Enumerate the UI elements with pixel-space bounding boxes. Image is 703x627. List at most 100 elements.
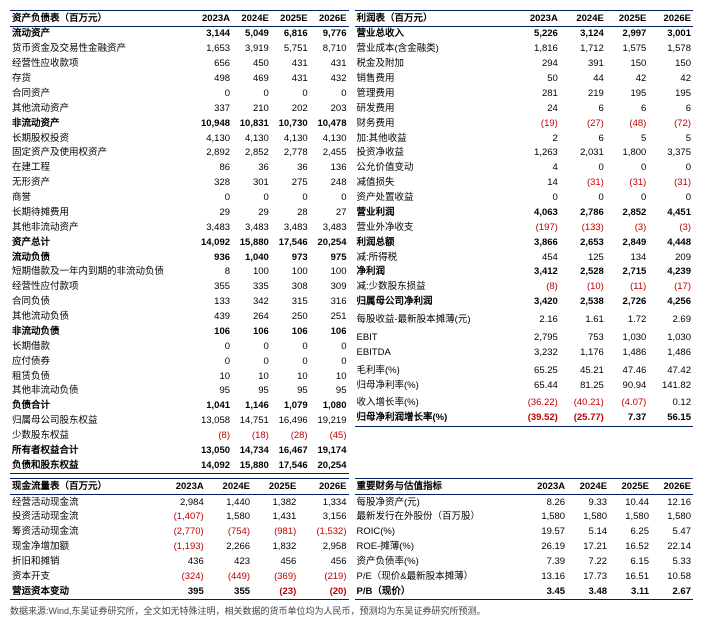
cell-value: 498	[193, 72, 232, 87]
row-label: 少数股东权益	[10, 429, 193, 444]
table-row: 所有者权益合计13,05014,73416,46719,174	[10, 443, 349, 458]
table-row: 租赁负债10101010	[10, 369, 349, 384]
cell-value: 106	[232, 324, 271, 339]
cell-value: 454	[514, 250, 560, 265]
cell-value: 1,030	[648, 330, 693, 345]
table-row: 最新发行在外股份（百万股）1,5801,5801,5801,580	[355, 510, 694, 525]
cell-value: 342	[232, 295, 271, 310]
cell-value: 975	[310, 250, 349, 265]
cell-value: 2,726	[606, 295, 648, 310]
table-row: ROIC(%)19.575.146.255.47	[355, 525, 694, 540]
cell-value: 100	[232, 265, 271, 280]
cell-value: (31)	[648, 176, 693, 191]
table-row: 无形资产328301275248	[10, 176, 349, 191]
col-header-year: 2026E	[298, 479, 348, 495]
row-label: 归属母公司股东权益	[10, 414, 193, 429]
cell-value: 106	[193, 324, 232, 339]
cell-value: 450	[232, 57, 271, 72]
row-label: 营业成本(含金融类)	[355, 42, 514, 57]
cell-value: 15,880	[232, 235, 271, 250]
table-row: 合同资产0000	[10, 86, 349, 101]
table-row: 其他流动负债439264250251	[10, 310, 349, 325]
table-row: 减:所得税454125134209	[355, 250, 694, 265]
row-label: ROIC(%)	[355, 525, 525, 540]
cell-value: 1,816	[514, 42, 560, 57]
cell-value: 395	[156, 584, 206, 599]
row-label: 投资活动现金流	[10, 510, 156, 525]
cell-value: 2,984	[156, 495, 206, 510]
cell-value: 3,124	[560, 26, 606, 41]
row-label: 应付债券	[10, 354, 193, 369]
cell-value: 4,130	[271, 131, 310, 146]
cell-value: 1,832	[252, 540, 298, 555]
table-row: 合同负债133342315316	[10, 295, 349, 310]
cell-value: 6	[648, 101, 693, 116]
row-label: 减值损失	[355, 176, 514, 191]
cell-value: 24	[514, 101, 560, 116]
cell-value: 28	[271, 205, 310, 220]
row-label: 流动负债	[10, 250, 193, 265]
cell-value: 1,486	[648, 345, 693, 360]
row-label: 归母净利润增长率(%)	[355, 411, 514, 426]
row-label: 现金净增加额	[10, 540, 156, 555]
row-label: 固定资产及使用权资产	[10, 146, 193, 161]
cell-value: 14	[514, 176, 560, 191]
table-row: 减值损失14(31)(31)(31)	[355, 176, 694, 191]
table-row: 每股收益-最新股本摊薄(元)2.161.611.722.69	[355, 313, 694, 328]
table-row: 流动资产3,1445,0496,8169,776	[10, 26, 349, 41]
cell-value: 315	[271, 295, 310, 310]
cell-value: 3,144	[193, 26, 232, 41]
row-label: 所有者权益合计	[10, 443, 193, 458]
cell-value: (369)	[252, 569, 298, 584]
cell-value: 6.25	[609, 525, 651, 540]
cell-value: 16,496	[271, 414, 310, 429]
cell-value: 1.61	[560, 313, 606, 328]
cell-value: 3,919	[232, 42, 271, 57]
table-row: 非流动负债106106106106	[10, 324, 349, 339]
row-label: 其他流动资产	[10, 101, 193, 116]
cell-value: 100	[310, 265, 349, 280]
row-label: 短期借款及一年内到期的非流动负债	[10, 265, 193, 280]
cell-value: 3,483	[193, 220, 232, 235]
cell-value: 3,420	[514, 295, 560, 310]
cell-value: 95	[193, 384, 232, 399]
table-row: 货币资金及交易性金融资产1,6533,9195,7518,710	[10, 42, 349, 57]
cell-value: 5,751	[271, 42, 310, 57]
cell-value: 7.39	[524, 555, 567, 570]
cell-value: 20,254	[310, 235, 349, 250]
cell-value: 1,580	[206, 510, 252, 525]
row-label: 非流动负债	[10, 324, 193, 339]
cell-value: (48)	[606, 116, 648, 131]
cell-value: 656	[193, 57, 232, 72]
table-row: 税金及附加294391150150	[355, 57, 694, 72]
cell-value: 1,486	[606, 345, 648, 360]
cell-value: 8.26	[524, 495, 567, 510]
cell-value: 3,866	[514, 235, 560, 250]
cell-value: 47.46	[606, 363, 648, 378]
cell-value: 95	[271, 384, 310, 399]
cell-value: 10,831	[232, 116, 271, 131]
cell-value: 14,092	[193, 458, 232, 473]
cell-value: 0	[606, 191, 648, 206]
table-row: 归母净利率(%)65.4481.2590.94141.82	[355, 378, 694, 393]
row-label: 公允价值变动	[355, 161, 514, 176]
cell-value: 2,852	[606, 205, 648, 220]
table-row: 短期借款及一年内到期的非流动负债8100100100	[10, 265, 349, 280]
cell-value: 0	[606, 161, 648, 176]
table-row: 投资净收益1,2632,0311,8003,375	[355, 146, 694, 161]
cell-value: 17.73	[567, 569, 609, 584]
row-label: 货币资金及交易性金融资产	[10, 42, 193, 57]
row-label: 长期股权投资	[10, 131, 193, 146]
cell-value: 8,710	[310, 42, 349, 57]
cell-value: 2,849	[606, 235, 648, 250]
cell-value: 1,263	[514, 146, 560, 161]
cell-value: (45)	[310, 429, 349, 444]
cell-value: 2,538	[560, 295, 606, 310]
cell-value: 456	[252, 555, 298, 570]
cell-value: 13.16	[524, 569, 567, 584]
cell-value: 469	[232, 72, 271, 87]
table-row: 流动负债9361,040973975	[10, 250, 349, 265]
cell-value: 16,467	[271, 443, 310, 458]
cell-value: 301	[232, 176, 271, 191]
cell-value: 3,375	[648, 146, 693, 161]
